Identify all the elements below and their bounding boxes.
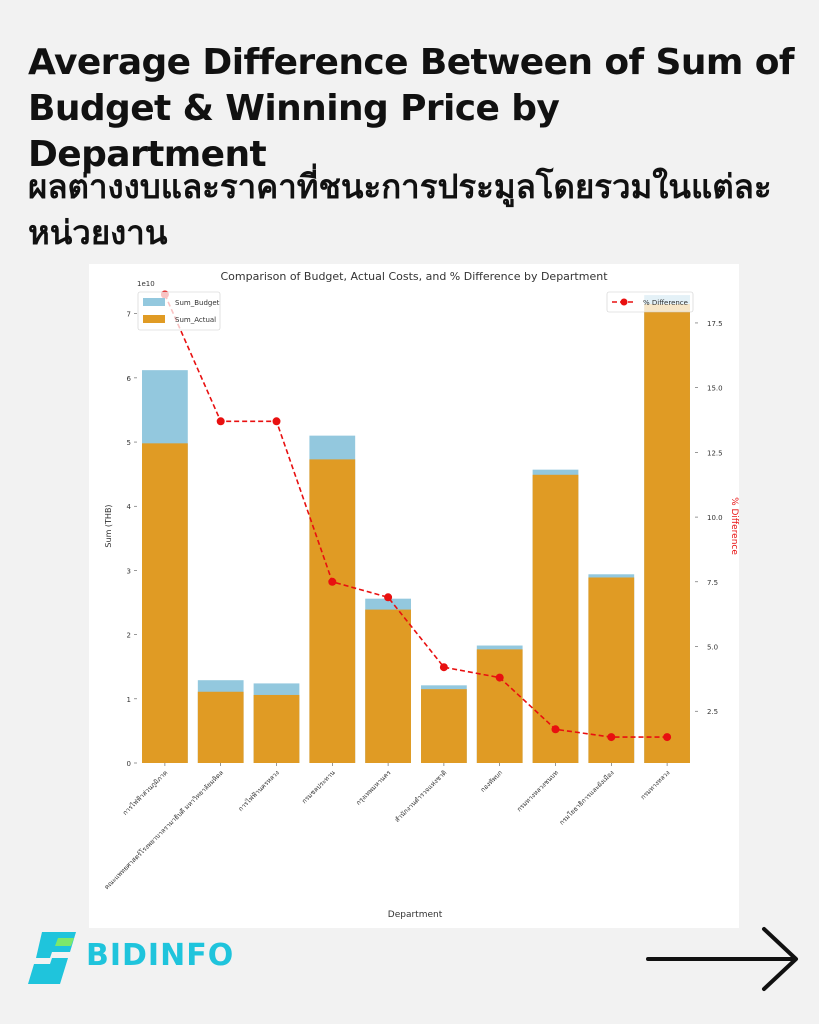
percent-difference-point-1 <box>217 417 225 425</box>
brand-logo: BIDINFO <box>28 930 268 986</box>
y2-tick-label: 12.5 <box>707 449 723 457</box>
y-offset-label: 1e10 <box>137 280 155 288</box>
x-tick-label: กรมชลประทาน <box>300 768 337 805</box>
y2-tick-label: 10.0 <box>707 514 723 522</box>
percent-difference-point-5 <box>440 663 448 671</box>
y-tick-label: 7 <box>127 311 131 319</box>
legend-label-0: Sum_Budget <box>175 299 220 307</box>
y2-axis-label: % Difference <box>729 497 739 555</box>
x-tick-label: กรมทางหลวงชนบท <box>515 769 560 814</box>
y2-tick-label: 15.0 <box>707 385 723 393</box>
y-tick-label: 5 <box>127 439 131 447</box>
x-axis-label: Department <box>388 910 443 920</box>
x-tick-label: กรมโยธาธิการและผังเมือง <box>558 769 616 827</box>
x-tick-label: การไฟฟ้านครหลวง <box>237 769 281 813</box>
actual-bar-6 <box>477 649 523 763</box>
percent-difference-point-8 <box>607 733 615 741</box>
percent-difference-point-9 <box>663 733 671 741</box>
bolt-s-icon <box>28 930 78 986</box>
y-tick-label: 0 <box>127 760 131 768</box>
percent-difference-point-3 <box>328 578 336 586</box>
brand-name: BIDINFO <box>86 938 234 973</box>
chart-title: Comparison of Budget, Actual Costs, and … <box>220 270 608 283</box>
x-tick-label: กองทัพบก <box>479 769 504 794</box>
actual-bar-2 <box>254 695 300 763</box>
actual-bar-1 <box>198 692 244 763</box>
y2-tick-label: 5.0 <box>707 644 718 652</box>
percent-difference-point-4 <box>384 593 392 601</box>
x-tick-label: กรุงเทพมหานคร <box>354 768 392 806</box>
chart-card: Comparison of Budget, Actual Costs, and … <box>89 264 739 928</box>
y-axis-label: Sum (THB) <box>104 504 113 547</box>
x-tick-label: การไฟฟ้าส่วนภูมิภาค <box>121 769 169 817</box>
y-tick-label: 6 <box>127 375 132 383</box>
y-tick-label: 3 <box>127 567 131 575</box>
percent-difference-point-7 <box>552 725 560 733</box>
y2-tick-label: 17.5 <box>707 320 723 328</box>
arrow-right-icon[interactable] <box>646 926 802 992</box>
legend-line-marker <box>621 299 628 306</box>
x-tick-label: สำนักงานตำรวจแห่งชาติ <box>393 769 448 824</box>
legend-swatch-1 <box>143 315 165 323</box>
y-tick-label: 1 <box>127 696 131 704</box>
actual-bar-7 <box>533 475 579 763</box>
actual-bar-4 <box>365 610 411 763</box>
actual-bar-0 <box>142 443 188 763</box>
percent-difference-point-2 <box>273 417 281 425</box>
legend-swatch-0 <box>143 298 165 306</box>
y2-tick-label: 2.5 <box>707 708 718 716</box>
actual-bar-9 <box>644 304 690 763</box>
combo-bar-line-chart: Comparison of Budget, Actual Costs, and … <box>89 264 739 928</box>
percent-difference-point-6 <box>496 674 504 682</box>
bar-legend-box <box>138 292 220 330</box>
actual-bar-5 <box>421 689 467 763</box>
y-tick-label: 2 <box>127 632 131 640</box>
legend-label-1: Sum_Actual <box>175 316 216 324</box>
x-tick-label: คณะแพทยศาสตร์โรงพยาบาลรามาธิบดี มหาวิทยา… <box>103 769 225 891</box>
y2-tick-label: 7.5 <box>707 579 718 587</box>
legend-line-label: % Difference <box>643 299 688 307</box>
headline-thai: ผลต่างงบและราคาที่ชนะการประมูลโดยรวมในแต… <box>28 164 798 256</box>
x-tick-label: กรมทางหลวง <box>639 769 671 801</box>
y-tick-label: 4 <box>127 503 132 511</box>
headline-english: Average Difference Between of Sum of Bud… <box>28 40 798 178</box>
actual-bar-3 <box>309 459 355 763</box>
